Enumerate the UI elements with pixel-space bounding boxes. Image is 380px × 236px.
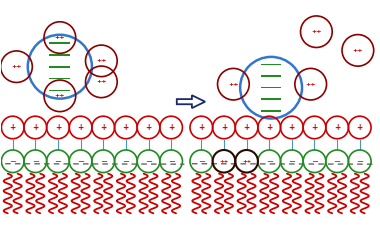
Text: +: + [168,123,174,132]
Text: −: − [32,157,39,166]
Text: +: + [10,123,16,132]
Text: −: − [77,157,84,166]
Text: ++: ++ [311,29,321,34]
Text: +: + [198,123,204,132]
FancyBboxPatch shape [261,98,282,100]
Text: −: − [334,157,340,166]
Text: −: − [122,157,129,166]
FancyBboxPatch shape [49,78,70,80]
FancyBboxPatch shape [261,110,282,112]
Text: ++: ++ [219,159,229,164]
Text: −: − [100,157,107,166]
Text: −: − [198,157,205,166]
Text: +: + [266,123,272,132]
Text: +: + [146,123,152,132]
Text: ++: ++ [242,159,251,164]
Text: ++: ++ [55,93,65,98]
Text: −: − [311,157,318,166]
Text: +: + [244,123,250,132]
Text: −: − [168,157,175,166]
Text: +: + [289,123,295,132]
Text: +: + [100,123,106,132]
Text: +: + [221,123,227,132]
FancyArrow shape [177,95,205,108]
Text: −: − [356,157,363,166]
Text: ++: ++ [96,58,107,63]
FancyBboxPatch shape [261,64,282,65]
Text: +: + [32,123,38,132]
FancyBboxPatch shape [49,42,70,44]
Text: +: + [356,123,363,132]
FancyBboxPatch shape [49,54,70,55]
FancyBboxPatch shape [261,87,282,88]
FancyBboxPatch shape [49,66,70,67]
Text: ++: ++ [306,82,316,87]
Text: −: − [145,157,152,166]
Text: ++: ++ [11,64,22,69]
Text: ++: ++ [55,35,65,40]
Text: +: + [311,123,318,132]
FancyBboxPatch shape [49,90,70,91]
FancyBboxPatch shape [261,75,282,77]
Text: −: − [54,157,62,166]
Text: ++: ++ [353,48,363,53]
Text: −: − [266,157,273,166]
Text: ++: ++ [228,82,239,87]
Text: +: + [334,123,340,132]
Text: +: + [55,123,61,132]
Text: +: + [123,123,129,132]
Text: ++: ++ [96,79,107,84]
Text: +: + [78,123,84,132]
Text: −: − [9,157,16,166]
Text: −: − [288,157,295,166]
